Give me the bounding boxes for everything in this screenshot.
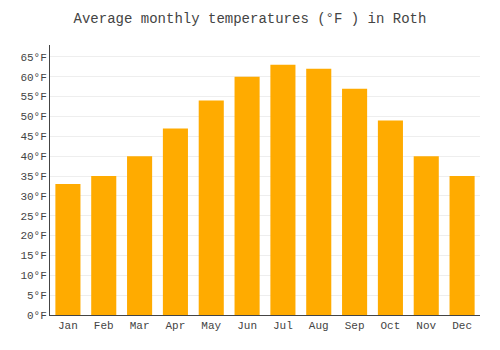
svg-text:10°F: 10°F [20,270,46,282]
svg-text:Aug: Aug [309,320,329,332]
svg-text:40°F: 40°F [20,151,46,163]
svg-text:Feb: Feb [94,320,114,332]
svg-text:Oct: Oct [381,320,401,332]
svg-text:5°F: 5°F [27,290,47,302]
svg-text:50°F: 50°F [20,111,46,123]
svg-text:Sep: Sep [345,320,365,332]
svg-text:25°F: 25°F [20,211,46,223]
svg-text:0°F: 0°F [27,310,47,322]
svg-text:May: May [201,320,221,332]
svg-text:55°F: 55°F [20,91,46,103]
svg-text:20°F: 20°F [20,230,46,242]
svg-text:Nov: Nov [416,320,436,332]
svg-text:Mar: Mar [130,320,150,332]
svg-text:60°F: 60°F [20,72,46,84]
svg-text:Apr: Apr [166,320,186,332]
svg-text:Jan: Jan [58,320,78,332]
svg-text:35°F: 35°F [20,171,46,183]
svg-text:30°F: 30°F [20,191,46,203]
svg-text:45°F: 45°F [20,131,46,143]
svg-text:65°F: 65°F [20,52,46,64]
svg-text:Jul: Jul [273,320,293,332]
svg-text:Dec: Dec [452,320,472,332]
svg-text:15°F: 15°F [20,250,46,262]
svg-text:Average monthly temperatures (: Average monthly temperatures (°F ) in Ro… [74,11,427,27]
svg-text:Jun: Jun [237,320,257,332]
